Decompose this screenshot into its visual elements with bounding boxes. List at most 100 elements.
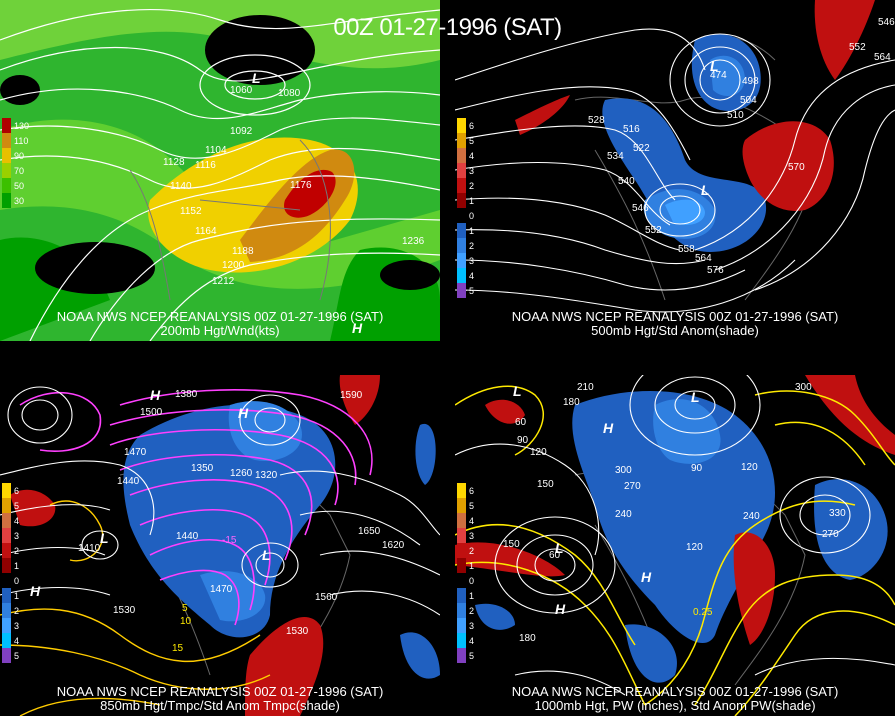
contour-label: 1470 — [124, 447, 147, 458]
contour-label: 300 — [795, 382, 812, 393]
color-scale-200mb: 130 110 90 70 50 30 — [2, 118, 29, 208]
contour-label: 1164 — [195, 226, 217, 237]
contour-label: 1560 — [315, 592, 338, 603]
contour-label: 498 — [742, 76, 759, 87]
contour-label: 1104 — [205, 145, 227, 156]
contour-label: 240 — [615, 509, 632, 520]
contour-label: 1060 — [230, 85, 253, 96]
panel-subcaption: 850mb Hgt/Tmpc/Std Anom Tmpc(shade) — [100, 698, 340, 713]
low-marker: L — [262, 547, 271, 563]
contour-label: 270 — [822, 529, 839, 540]
high-marker: H — [641, 569, 652, 585]
panel-caption: NOAA NWS NCEP REANALYSIS 00Z 01-27-1996 … — [511, 309, 839, 324]
contour-label: 240 — [743, 511, 760, 522]
panel-500mb: 474 498 504 510 516 522 528 534 540 546 … — [455, 0, 895, 341]
isotherm-label: 5 — [182, 603, 188, 614]
contour-label: 180 — [563, 397, 580, 408]
low-marker: L — [710, 58, 719, 74]
color-scale-1000mb: 6 5 4 3 2 1 0 1 2 3 4 5 — [457, 483, 474, 663]
contour-label: 1260 — [230, 468, 253, 479]
contour-label: 1380 — [175, 389, 198, 400]
contour-label: 150 — [503, 539, 520, 550]
panel-850mb: 1500 1380 1470 1440 1350 1260 1320 1440 … — [0, 375, 440, 716]
panel-caption: NOAA NWS NCEP REANALYSIS 00Z 01-27-1996 … — [56, 309, 384, 324]
low-marker: L — [691, 389, 700, 405]
low-marker: L — [555, 540, 564, 556]
contour-label: 1350 — [191, 463, 214, 474]
contour-label: 1530 — [286, 626, 309, 637]
contour-label: 90 — [517, 435, 529, 446]
panel-subcaption: 500mb Hgt/Std Anom(shade) — [591, 323, 759, 338]
contour-label: 1212 — [212, 276, 235, 287]
contour-label: 1440 — [176, 531, 199, 542]
low-marker: L — [252, 70, 261, 86]
contour-label: 564 — [874, 52, 891, 63]
color-scale-500mb: 6 5 4 3 2 1 0 1 2 3 4 5 — [457, 118, 474, 298]
contour-label: 1176 — [290, 180, 312, 191]
contour-label: 1590 — [340, 390, 363, 401]
low-marker: L — [100, 530, 109, 546]
contour-label: 330 — [829, 508, 846, 519]
contour-label: 1410 — [78, 543, 101, 554]
panel-subcaption: 1000mb Hgt, PW (inches), Std Anom PW(sha… — [534, 698, 816, 713]
contour-label: 1530 — [113, 605, 136, 616]
contour-label: 1440 — [117, 476, 140, 487]
contour-label: 504 — [740, 95, 757, 106]
contour-label: 1092 — [230, 126, 253, 137]
contour-label: 552 — [849, 42, 866, 53]
map-1000mb — [455, 375, 895, 716]
high-marker: H — [352, 320, 363, 336]
contour-label: 510 — [727, 110, 744, 121]
contour-label: 1236 — [402, 236, 425, 247]
panel-caption: NOAA NWS NCEP REANALYSIS 00Z 01-27-1996 … — [56, 684, 384, 699]
high-marker: H — [238, 405, 249, 421]
contour-label: 1500 — [140, 407, 163, 418]
color-scale-850mb: 6 5 4 3 2 1 0 1 2 3 4 5 — [2, 483, 19, 663]
contour-label: 576 — [707, 265, 724, 276]
high-marker: H — [555, 601, 566, 617]
contour-label: 1080 — [278, 88, 301, 99]
contour-label: 1470 — [210, 584, 233, 595]
contour-label: 270 — [624, 481, 641, 492]
panel-caption: NOAA NWS NCEP REANALYSIS 00Z 01-27-1996 … — [511, 684, 839, 699]
contour-label: 1650 — [358, 526, 381, 537]
contour-label: 522 — [633, 143, 650, 154]
contour-label: 528 — [588, 115, 605, 126]
contour-label: 552 — [645, 225, 662, 236]
pw-label: 0.25 — [693, 607, 713, 618]
isotherm-label: 10 — [180, 616, 192, 627]
high-marker: H — [30, 583, 41, 599]
contour-label: 60 — [515, 417, 527, 428]
map-500mb — [455, 0, 895, 341]
high-marker: H — [603, 420, 614, 436]
map-850mb — [0, 375, 440, 716]
contour-label: 558 — [678, 244, 695, 255]
contour-label: 1116 — [195, 160, 216, 171]
contour-label: 60 — [549, 550, 561, 561]
high-marker: H — [150, 387, 161, 403]
low-marker: L — [513, 383, 522, 399]
contour-label: 90 — [691, 463, 703, 474]
contour-label: 546 — [632, 203, 649, 214]
contour-label: 300 — [615, 465, 632, 476]
panel-1000mb: 210 180 60 90 120 300 90 120 270 150 240… — [455, 375, 895, 716]
contour-label: 150 — [537, 479, 554, 490]
contour-label: 1320 — [255, 470, 278, 481]
contour-label: 540 — [618, 176, 635, 187]
contour-label: 1140 — [170, 181, 192, 192]
contour-label: 120 — [741, 462, 758, 473]
contour-label: 1188 — [232, 246, 254, 257]
contour-label: 120 — [530, 447, 547, 458]
contour-label: 1620 — [382, 540, 405, 551]
contour-label: 180 — [519, 633, 536, 644]
contour-label: 120 — [686, 542, 703, 553]
contour-label: 474 — [710, 70, 727, 81]
isotherm-label: -15 — [222, 535, 237, 546]
contour-label: 1128 — [163, 157, 185, 168]
contour-label: 516 — [623, 124, 640, 135]
contour-label: 1200 — [222, 260, 245, 271]
contour-label: 534 — [607, 151, 624, 162]
contour-label: 1152 — [180, 206, 202, 217]
panel-subcaption: 200mb Hgt/Wnd(kts) — [160, 323, 280, 338]
low-marker: L — [701, 182, 710, 198]
